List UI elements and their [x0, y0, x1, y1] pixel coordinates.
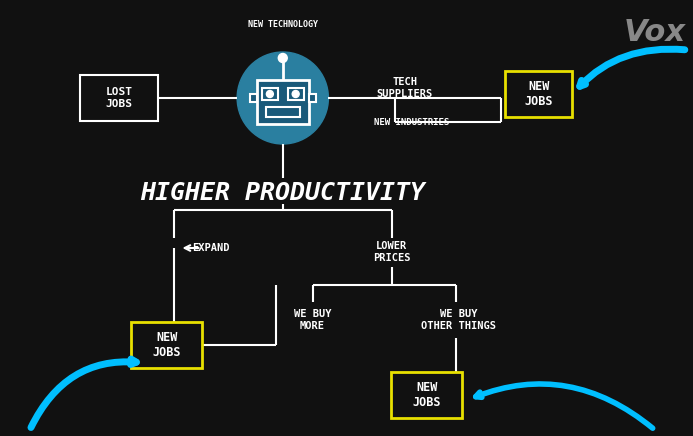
Text: LOWER
PRICES: LOWER PRICES — [373, 241, 411, 263]
Text: Vox: Vox — [624, 18, 686, 47]
Circle shape — [237, 52, 328, 144]
FancyBboxPatch shape — [80, 75, 158, 121]
Text: WE BUY
OTHER THINGS: WE BUY OTHER THINGS — [421, 309, 496, 331]
Text: LOST
JOBS: LOST JOBS — [105, 87, 132, 109]
Text: WE BUY
MORE: WE BUY MORE — [294, 309, 331, 331]
FancyBboxPatch shape — [266, 107, 299, 117]
Text: NEW INDUSTRIES: NEW INDUSTRIES — [374, 117, 449, 126]
Circle shape — [279, 54, 287, 62]
FancyBboxPatch shape — [391, 372, 462, 418]
Text: TECH
SUPPLIERS: TECH SUPPLIERS — [377, 77, 433, 99]
FancyBboxPatch shape — [308, 94, 315, 102]
Text: NEW
JOBS: NEW JOBS — [412, 381, 441, 409]
FancyBboxPatch shape — [262, 88, 278, 100]
Circle shape — [292, 91, 299, 98]
FancyBboxPatch shape — [131, 322, 202, 368]
FancyBboxPatch shape — [250, 94, 257, 102]
Text: EXPAND: EXPAND — [193, 243, 230, 253]
Text: NEW TECHNOLOGY: NEW TECHNOLOGY — [248, 20, 318, 29]
FancyBboxPatch shape — [257, 80, 308, 124]
Text: NEW
JOBS: NEW JOBS — [525, 80, 553, 108]
FancyBboxPatch shape — [288, 88, 304, 100]
FancyBboxPatch shape — [505, 71, 572, 117]
Circle shape — [266, 91, 273, 98]
Text: HIGHER PRODUCTIVITY: HIGHER PRODUCTIVITY — [140, 181, 426, 205]
Text: NEW
JOBS: NEW JOBS — [152, 331, 181, 359]
